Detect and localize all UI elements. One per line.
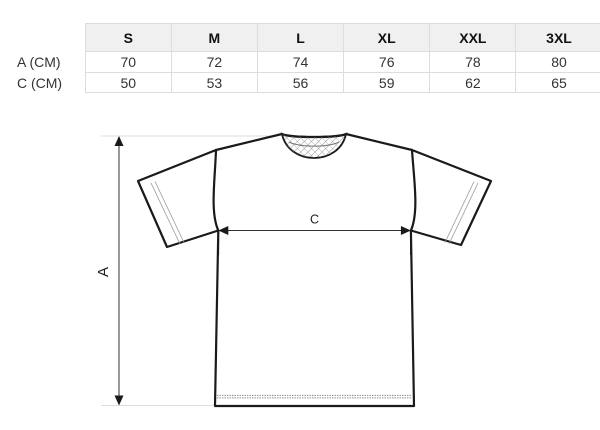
svg-text:C: C bbox=[310, 213, 319, 227]
svg-text:A: A bbox=[95, 267, 112, 277]
